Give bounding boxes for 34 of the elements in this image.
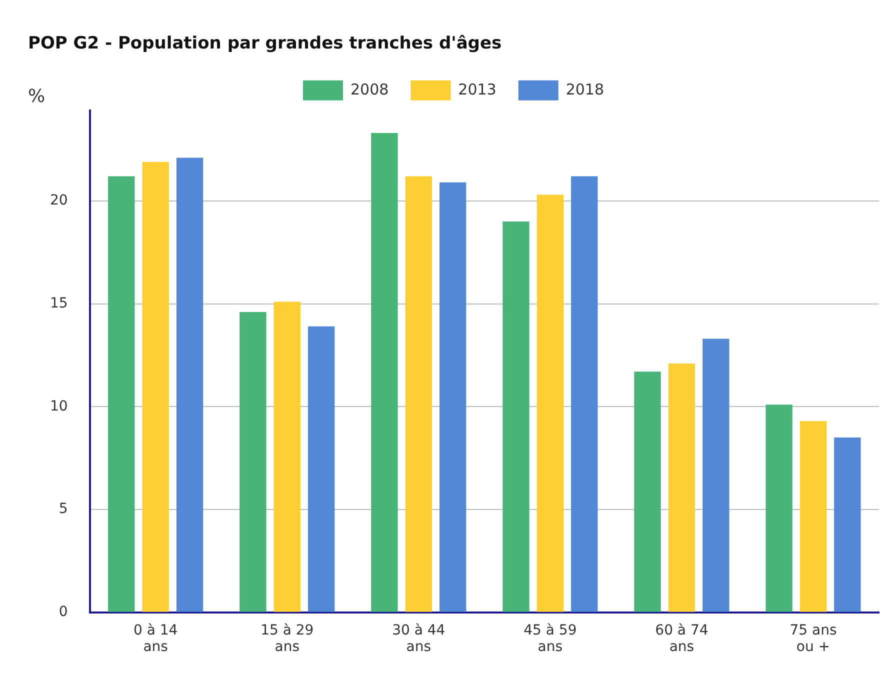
bar — [668, 363, 696, 612]
bar — [834, 438, 861, 612]
bar — [308, 326, 335, 612]
bar — [142, 162, 169, 612]
y-axis-title: % — [28, 86, 46, 108]
bar — [634, 372, 661, 612]
chart-title: POP G2 - Population par grandes tranches d'âges — [28, 34, 502, 54]
y-tick-label: 15 — [50, 295, 68, 312]
bar — [405, 176, 432, 612]
legend-label: 2018 — [566, 80, 604, 98]
x-tick-label: 0 à 14 ans — [133, 622, 178, 656]
y-tick-label: 5 — [58, 501, 68, 518]
bar — [176, 158, 204, 612]
x-tick-label: 75 ans ou + — [790, 622, 837, 656]
x-tick-label: 30 à 44 ans — [392, 622, 446, 656]
x-tick-label: 60 à 74 ans — [655, 622, 708, 656]
bar — [766, 404, 792, 612]
x-tick-label: 45 à 59 ans — [524, 622, 577, 656]
legend-label: 2008 — [350, 80, 389, 98]
bar — [108, 176, 135, 612]
y-tick-label: 0 — [58, 604, 68, 620]
bar — [274, 302, 300, 612]
legend-label: 2013 — [458, 80, 496, 98]
bar — [440, 182, 466, 612]
y-tick-label: 20 — [50, 192, 68, 209]
bar — [702, 338, 730, 612]
bar — [571, 176, 598, 612]
bar — [371, 133, 398, 612]
y-tick-label: 10 — [50, 398, 68, 414]
bar — [536, 194, 564, 612]
x-tick-label: 15 à 29 ans — [260, 622, 314, 656]
bar — [800, 421, 827, 612]
bar — [502, 222, 530, 612]
bar — [240, 312, 266, 612]
